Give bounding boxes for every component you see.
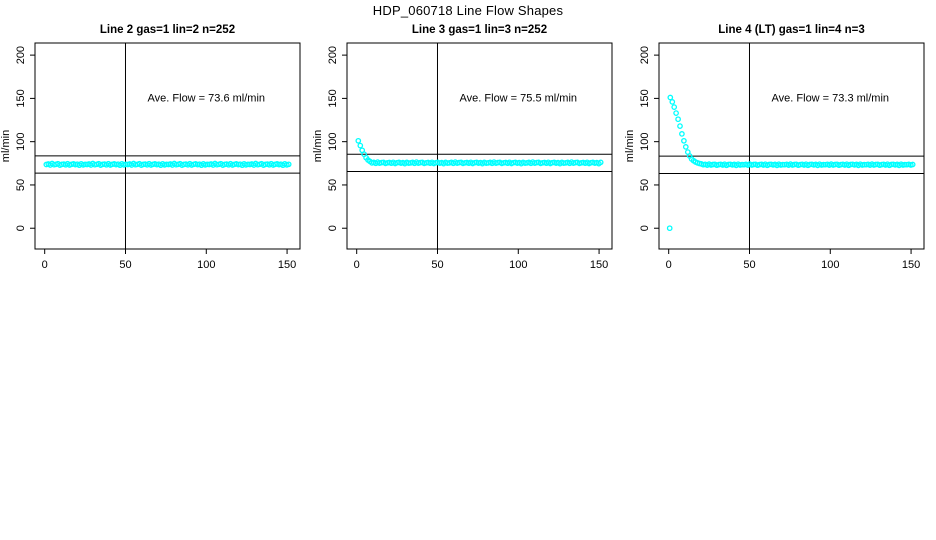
- data-point: [285, 161, 292, 168]
- data-point: [667, 94, 674, 101]
- data-point: [909, 161, 916, 168]
- data-point: [355, 137, 362, 144]
- plot-box: [34, 42, 301, 250]
- data-point: [675, 116, 681, 123]
- plot-box: [658, 42, 925, 250]
- y-axis-title: ml/min: [0, 130, 12, 162]
- x-tick-label: 150: [902, 259, 920, 271]
- x-tick-label: 100: [197, 259, 215, 271]
- data-points: [666, 94, 916, 232]
- x-tick-label: 50: [119, 259, 131, 271]
- panel-line4-title: Line 4 (LT) gas=1 lin=4 n=3: [718, 24, 865, 36]
- x-tick-label: 100: [509, 259, 527, 271]
- x-tick-label: 100: [821, 259, 839, 271]
- reference-lines: [347, 43, 612, 249]
- y-tick-label: 50: [327, 179, 339, 191]
- x-tick-label: 150: [590, 259, 608, 271]
- y-tick-label: 50: [15, 179, 27, 191]
- y-axis: 0 50 100 150 200 ml/min: [0, 46, 35, 231]
- y-axis-title: ml/min: [312, 130, 324, 162]
- reference-lines: [659, 43, 924, 249]
- y-tick-label: 100: [639, 132, 651, 150]
- panel-line2: Line 2 gas=1 lin=2 n=252 0 50 100 150 0 50 100…: [0, 0, 312, 300]
- y-axis-title: ml/min: [624, 130, 636, 162]
- x-tick-label: 50: [431, 259, 443, 271]
- reference-lines: [35, 43, 300, 249]
- panel-line2-chart: 0 50 100 150 0 50 100 150 200 ml/min Ave. Flow = 7…: [0, 42, 301, 271]
- figure-title: HDP_060718 Line Flow Shapes: [372, 3, 564, 18]
- data-points: [355, 137, 604, 167]
- x-tick-label: 50: [743, 259, 755, 271]
- data-point: [669, 99, 676, 105]
- x-axis: 0 50 100 150: [354, 249, 608, 271]
- x-axis: 0 50 100 150: [666, 249, 920, 271]
- x-tick-label: 0: [42, 259, 48, 271]
- panel-line3-chart: 0 50 100 150 0 50 100 150 200 ml/min Ave. Flow = 7…: [312, 42, 613, 271]
- data-point: [682, 144, 689, 150]
- x-tick-label: 150: [278, 259, 296, 271]
- data-point: [673, 110, 679, 116]
- y-axis: 0 50 100 150 200 ml/min: [312, 46, 347, 231]
- y-tick-label: 150: [639, 89, 651, 107]
- panel-line3-title: Line 3 gas=1 lin=3 n=252: [411, 24, 548, 36]
- ave-flow-annotation: Ave. Flow = 73.6 ml/min: [148, 93, 265, 105]
- data-points: [43, 160, 292, 169]
- y-tick-label: 200: [15, 46, 27, 64]
- y-tick-label: 100: [15, 132, 27, 150]
- y-tick-label: 0: [327, 225, 339, 231]
- data-point: [671, 104, 678, 110]
- data-point: [681, 137, 687, 144]
- y-tick-label: 150: [15, 89, 27, 107]
- x-axis: 0 50 100 150: [42, 249, 296, 271]
- panel-line3: Line 3 gas=1 lin=3 n=252 0 50 100 150 0 50 100…: [312, 0, 624, 300]
- y-tick-label: 200: [327, 46, 339, 64]
- data-point: [679, 131, 685, 137]
- panel-line4: Line 4 (LT) gas=1 lin=4 n=3 0 50 100 150 0 50…: [624, 0, 936, 300]
- y-tick-label: 0: [15, 225, 27, 231]
- data-point: [677, 123, 683, 129]
- data-point: [666, 225, 673, 232]
- y-tick-label: 100: [327, 132, 339, 150]
- ave-flow-annotation: Ave. Flow = 73.3 ml/min: [772, 93, 889, 105]
- plot-box: [346, 42, 613, 250]
- x-tick-label: 0: [666, 259, 672, 271]
- y-tick-label: 200: [639, 46, 651, 64]
- x-tick-label: 0: [354, 259, 360, 271]
- ave-flow-annotation: Ave. Flow = 75.5 ml/min: [460, 93, 577, 105]
- y-axis: 0 50 100 150 200 ml/min: [624, 46, 659, 231]
- y-tick-label: 150: [327, 89, 339, 107]
- panel-line4-chart: 0 50 100 150 0 50 100 150 200 ml/min Ave. Flow = 7…: [624, 42, 925, 271]
- data-point: [357, 142, 364, 149]
- panel-line2-title: Line 2 gas=1 lin=2 n=252: [99, 24, 236, 36]
- y-tick-label: 50: [639, 179, 651, 191]
- y-tick-label: 0: [639, 225, 651, 231]
- data-point: [597, 159, 604, 166]
